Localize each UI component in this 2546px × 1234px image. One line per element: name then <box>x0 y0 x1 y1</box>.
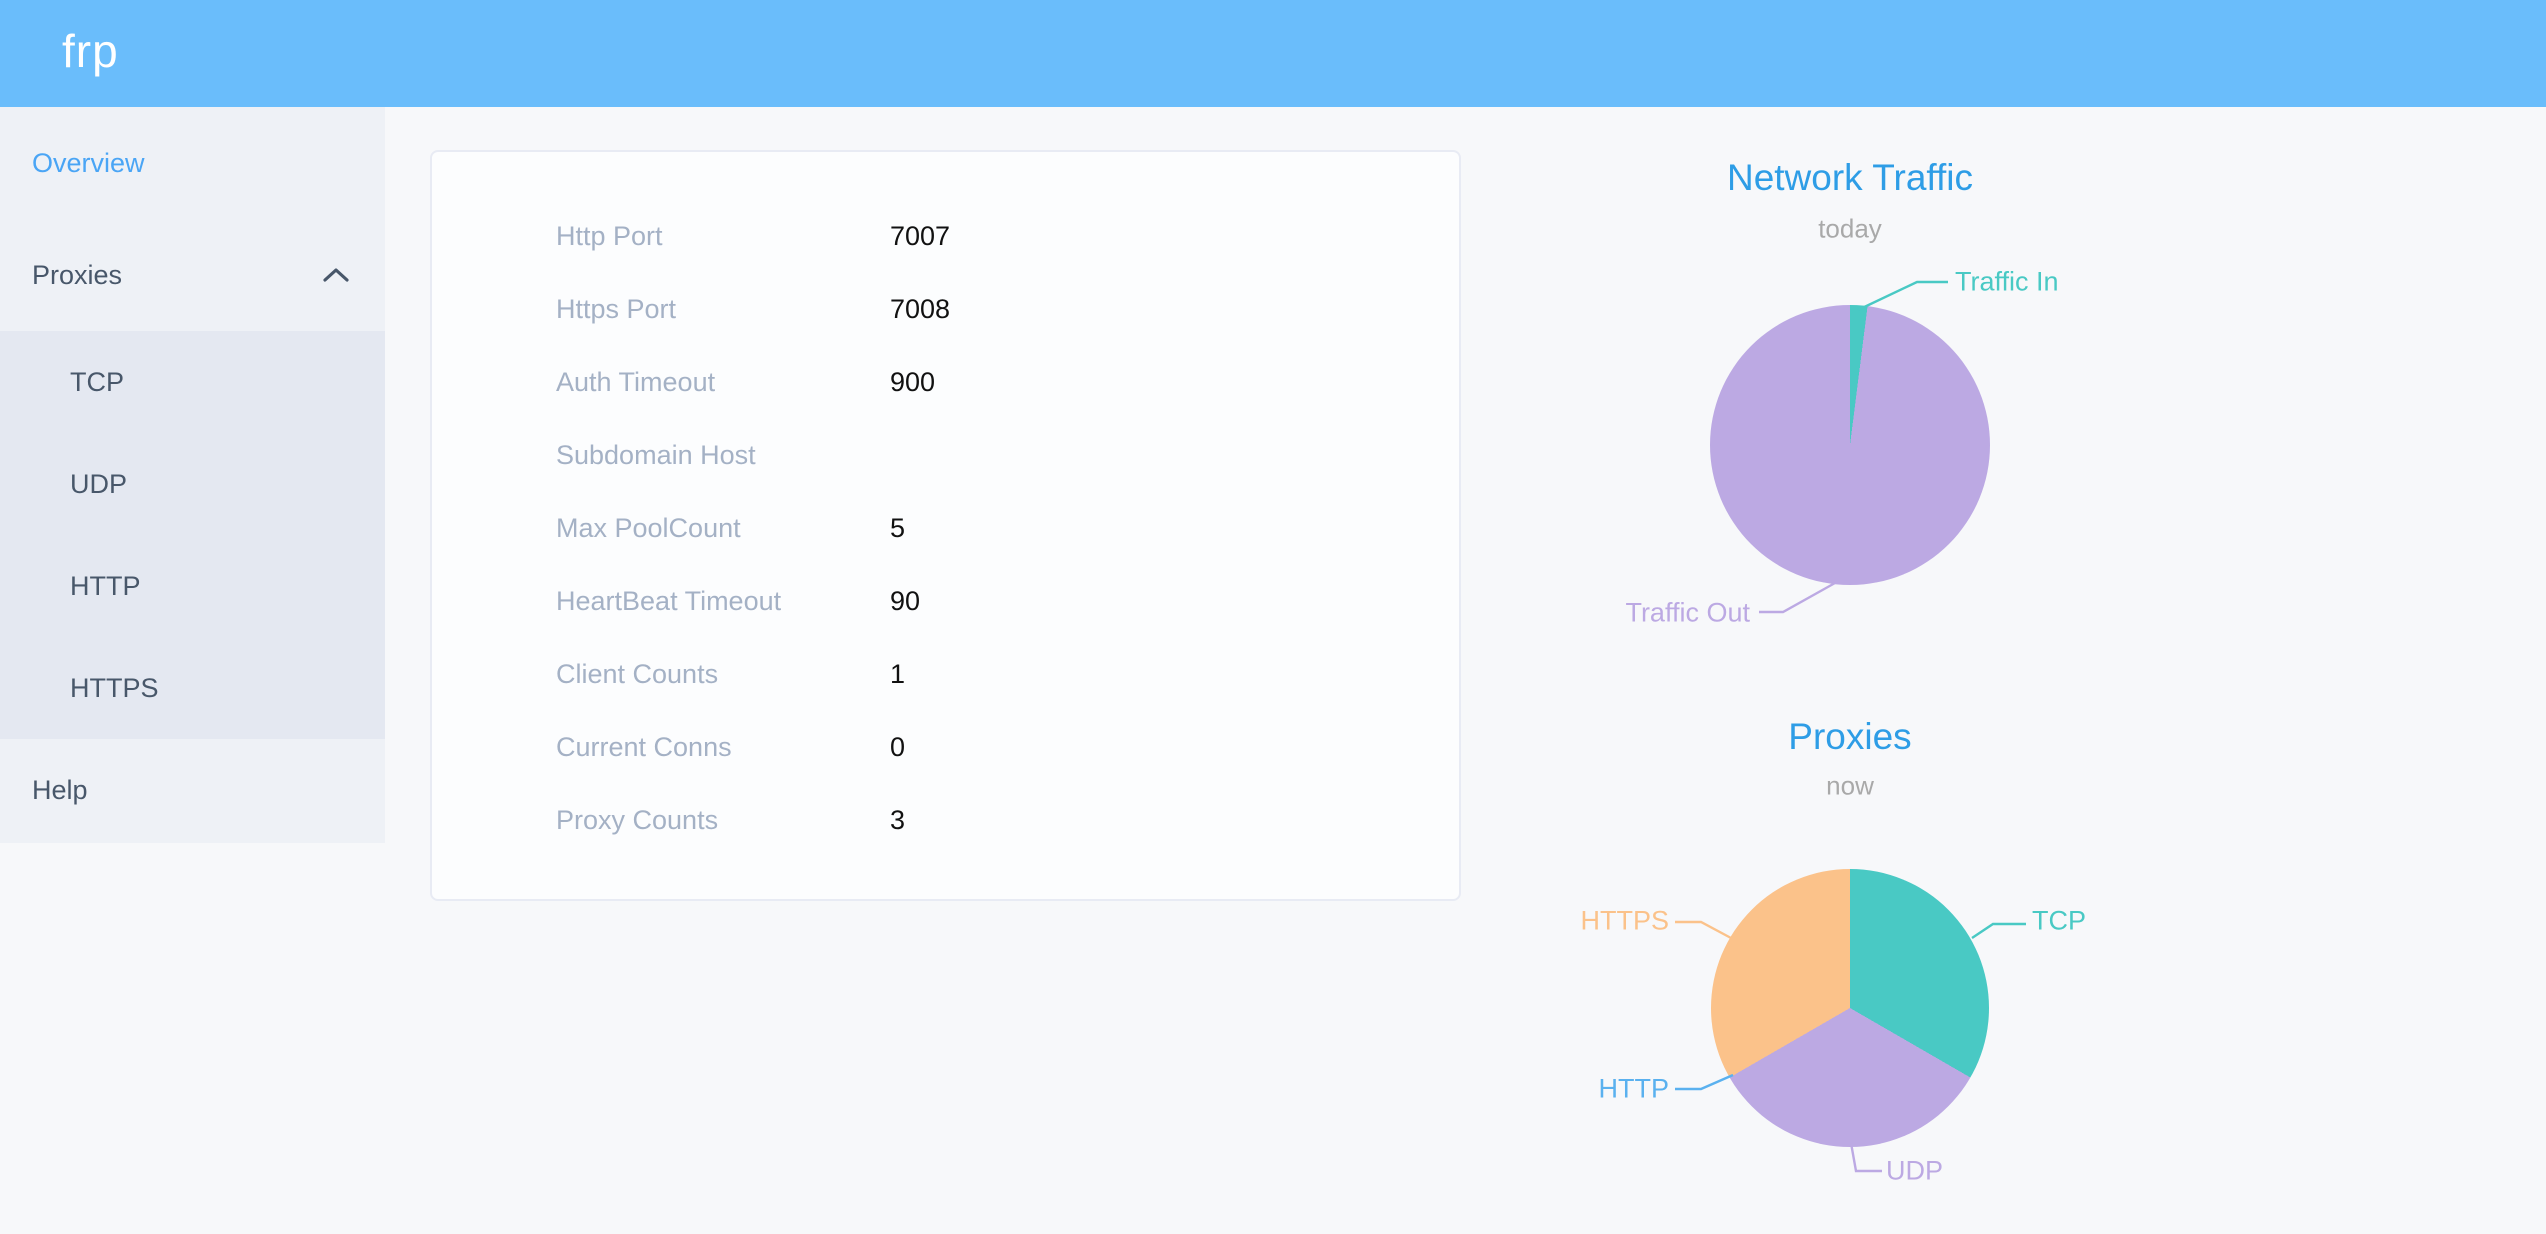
config-row: Http Port 7007 <box>432 200 1459 273</box>
config-value: 900 <box>890 367 936 397</box>
proxies-submenu: TCP UDP HTTP HTTPS <box>0 331 385 739</box>
config-value: 1 <box>890 659 906 689</box>
traffic-in-label: Traffic In <box>1955 266 2059 297</box>
network-traffic-subtitle: today <box>1818 213 1882 244</box>
proxies-pie-chart[interactable] <box>1711 869 1989 1147</box>
config-label: Auth Timeout <box>556 367 716 397</box>
config-value: 0 <box>890 732 906 762</box>
proxies-subtitle: now <box>1826 770 1874 801</box>
udp-slice-label: UDP <box>1886 1155 1944 1186</box>
config-row: Current Conns 0 <box>432 711 1459 784</box>
config-label: Current Conns <box>556 732 732 762</box>
sidebar-item-tcp-label: TCP <box>70 367 124 397</box>
config-label: Proxy Counts <box>556 805 719 835</box>
sidebar-item-http-label: HTTP <box>70 571 141 601</box>
config-row: Subdomain Host <box>432 419 1459 492</box>
sidebar-item-proxies[interactable]: Proxies <box>0 219 385 331</box>
sidebar-item-help-label: Help <box>32 775 88 805</box>
config-label: Client Counts <box>556 659 719 689</box>
sidebar: Overview Proxies TCP UDP HTTP HTTPS Help <box>0 107 385 843</box>
traffic-out-label: Traffic Out <box>1625 597 1750 628</box>
chevron-up-icon <box>323 268 349 282</box>
sidebar-item-udp-label: UDP <box>70 469 128 499</box>
sidebar-item-proxies-label: Proxies <box>32 260 123 290</box>
frp-logo: frp <box>62 25 119 77</box>
config-row: Proxy Counts 3 <box>432 784 1459 857</box>
config-label: Max PoolCount <box>556 513 741 543</box>
config-value: 7007 <box>890 221 951 251</box>
config-row: Auth Timeout 900 <box>432 346 1459 419</box>
config-label: Https Port <box>556 294 677 324</box>
https-slice-label: HTTPS <box>1580 905 1669 936</box>
config-row: Max PoolCount 5 <box>432 492 1459 565</box>
sidebar-item-http[interactable]: HTTP <box>0 535 385 637</box>
network-traffic-pie-chart[interactable] <box>1710 305 1990 585</box>
config-value: 90 <box>890 586 921 616</box>
sidebar-item-help[interactable]: Help <box>0 739 385 841</box>
sidebar-item-overview[interactable]: Overview <box>0 107 385 219</box>
config-row: Https Port 7008 <box>432 273 1459 346</box>
config-value: 3 <box>890 805 906 835</box>
sidebar-item-https[interactable]: HTTPS <box>0 637 385 739</box>
tcp-slice-label: TCP <box>2032 905 2086 936</box>
app-header: frp <box>0 0 2546 107</box>
sidebar-item-udp[interactable]: UDP <box>0 433 385 535</box>
sidebar-item-tcp[interactable]: TCP <box>0 331 385 433</box>
config-row: HeartBeat Timeout 90 <box>432 565 1459 638</box>
sidebar-item-overview-label: Overview <box>32 148 145 178</box>
network-traffic-title: Network Traffic <box>1726 157 1974 198</box>
http-slice-label: HTTP <box>1598 1073 1670 1104</box>
config-label: Http Port <box>556 221 663 251</box>
proxies-title: Proxies <box>1788 716 1912 757</box>
config-label: Subdomain Host <box>556 440 756 470</box>
server-config-card: Http Port 7007 Https Port 7008 Auth Time… <box>430 150 1461 901</box>
config-value: 7008 <box>890 294 951 324</box>
config-row: Client Counts 1 <box>432 638 1459 711</box>
sidebar-item-https-label: HTTPS <box>70 673 159 703</box>
config-label: HeartBeat Timeout <box>556 586 782 616</box>
config-value: 5 <box>890 513 906 543</box>
